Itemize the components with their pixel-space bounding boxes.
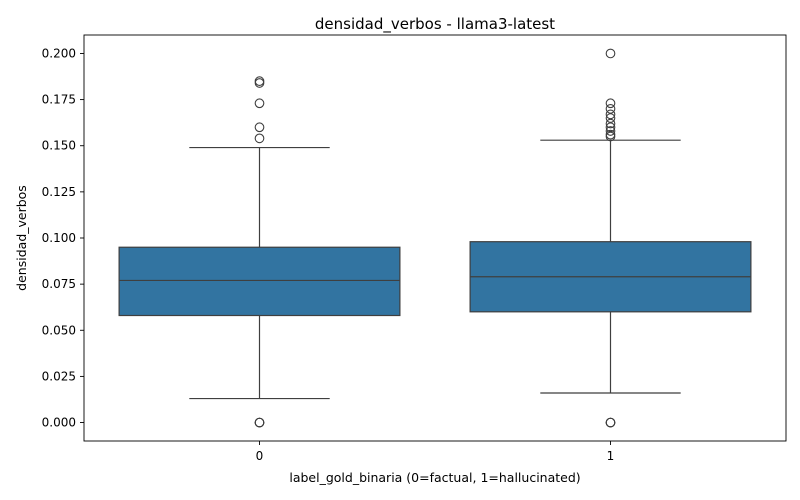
- outlier-point: [605, 113, 616, 123]
- y-tick-label: 0.175: [42, 93, 76, 107]
- outlier-point: [605, 126, 616, 136]
- outlier-point: [254, 76, 265, 86]
- outlier-point: [605, 417, 616, 428]
- y-tick-label: 0.025: [42, 369, 76, 383]
- plot-area: [118, 48, 752, 428]
- outlier-point: [605, 118, 616, 129]
- outlier-point: [254, 133, 265, 144]
- chart-title: densidad_verbos - llama3-latest: [315, 15, 555, 34]
- outlier-point: [254, 98, 265, 109]
- y-tick-label: 0.100: [42, 231, 76, 245]
- outlier-point: [605, 98, 616, 109]
- y-tick-label: 0.050: [42, 323, 76, 337]
- outlier-point: [254, 122, 265, 133]
- y-tick-label: 0.125: [42, 185, 76, 199]
- y-tick-label: 0.150: [42, 139, 76, 153]
- x-axis-label: label_gold_binaria (0=factual, 1=halluci…: [289, 470, 580, 485]
- outlier-point: [254, 417, 265, 428]
- y-axis-label: densidad_verbos: [14, 185, 29, 291]
- outlier-point: [605, 129, 616, 140]
- outlier-point: [605, 48, 616, 59]
- y-tick-label: 0.075: [42, 277, 76, 291]
- axes-frame: [83, 34, 787, 442]
- x-tick-label: 0: [256, 449, 264, 463]
- y-tick-label: 0.000: [42, 416, 76, 430]
- outlier-point: [605, 122, 616, 133]
- x-tick-label: 1: [607, 449, 615, 463]
- outlier-point: [605, 109, 616, 120]
- outlier-point: [254, 78, 265, 88]
- y-tick-label: 0.200: [42, 46, 76, 60]
- outlier-point: [605, 103, 616, 114]
- box-iqr: [118, 246, 401, 317]
